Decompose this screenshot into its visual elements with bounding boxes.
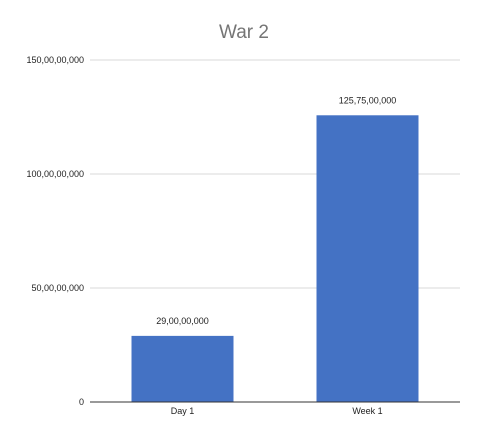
data-labels: 29,00,00,000 125,75,00,000: [156, 95, 396, 326]
y-tick-label: 50,00,00,000: [31, 283, 84, 293]
x-tick-label: Day 1: [171, 406, 195, 416]
bar: [316, 115, 419, 402]
data-label: 29,00,00,000: [156, 316, 209, 326]
x-tick-label: Week 1: [352, 406, 382, 416]
bars: [131, 115, 419, 402]
y-axis-tick-labels: 0 50,00,00,000 100,00,00,000 150,00,00,000: [26, 55, 84, 407]
chart-title: War 2: [219, 22, 269, 43]
y-tick-label: 150,00,00,000: [26, 55, 84, 65]
bar: [131, 335, 234, 402]
y-tick-label: 100,00,00,000: [26, 169, 84, 179]
data-label: 125,75,00,000: [339, 95, 397, 105]
y-tick-label: 0: [79, 397, 84, 407]
x-axis-tick-labels: Day 1 Week 1: [171, 406, 383, 416]
